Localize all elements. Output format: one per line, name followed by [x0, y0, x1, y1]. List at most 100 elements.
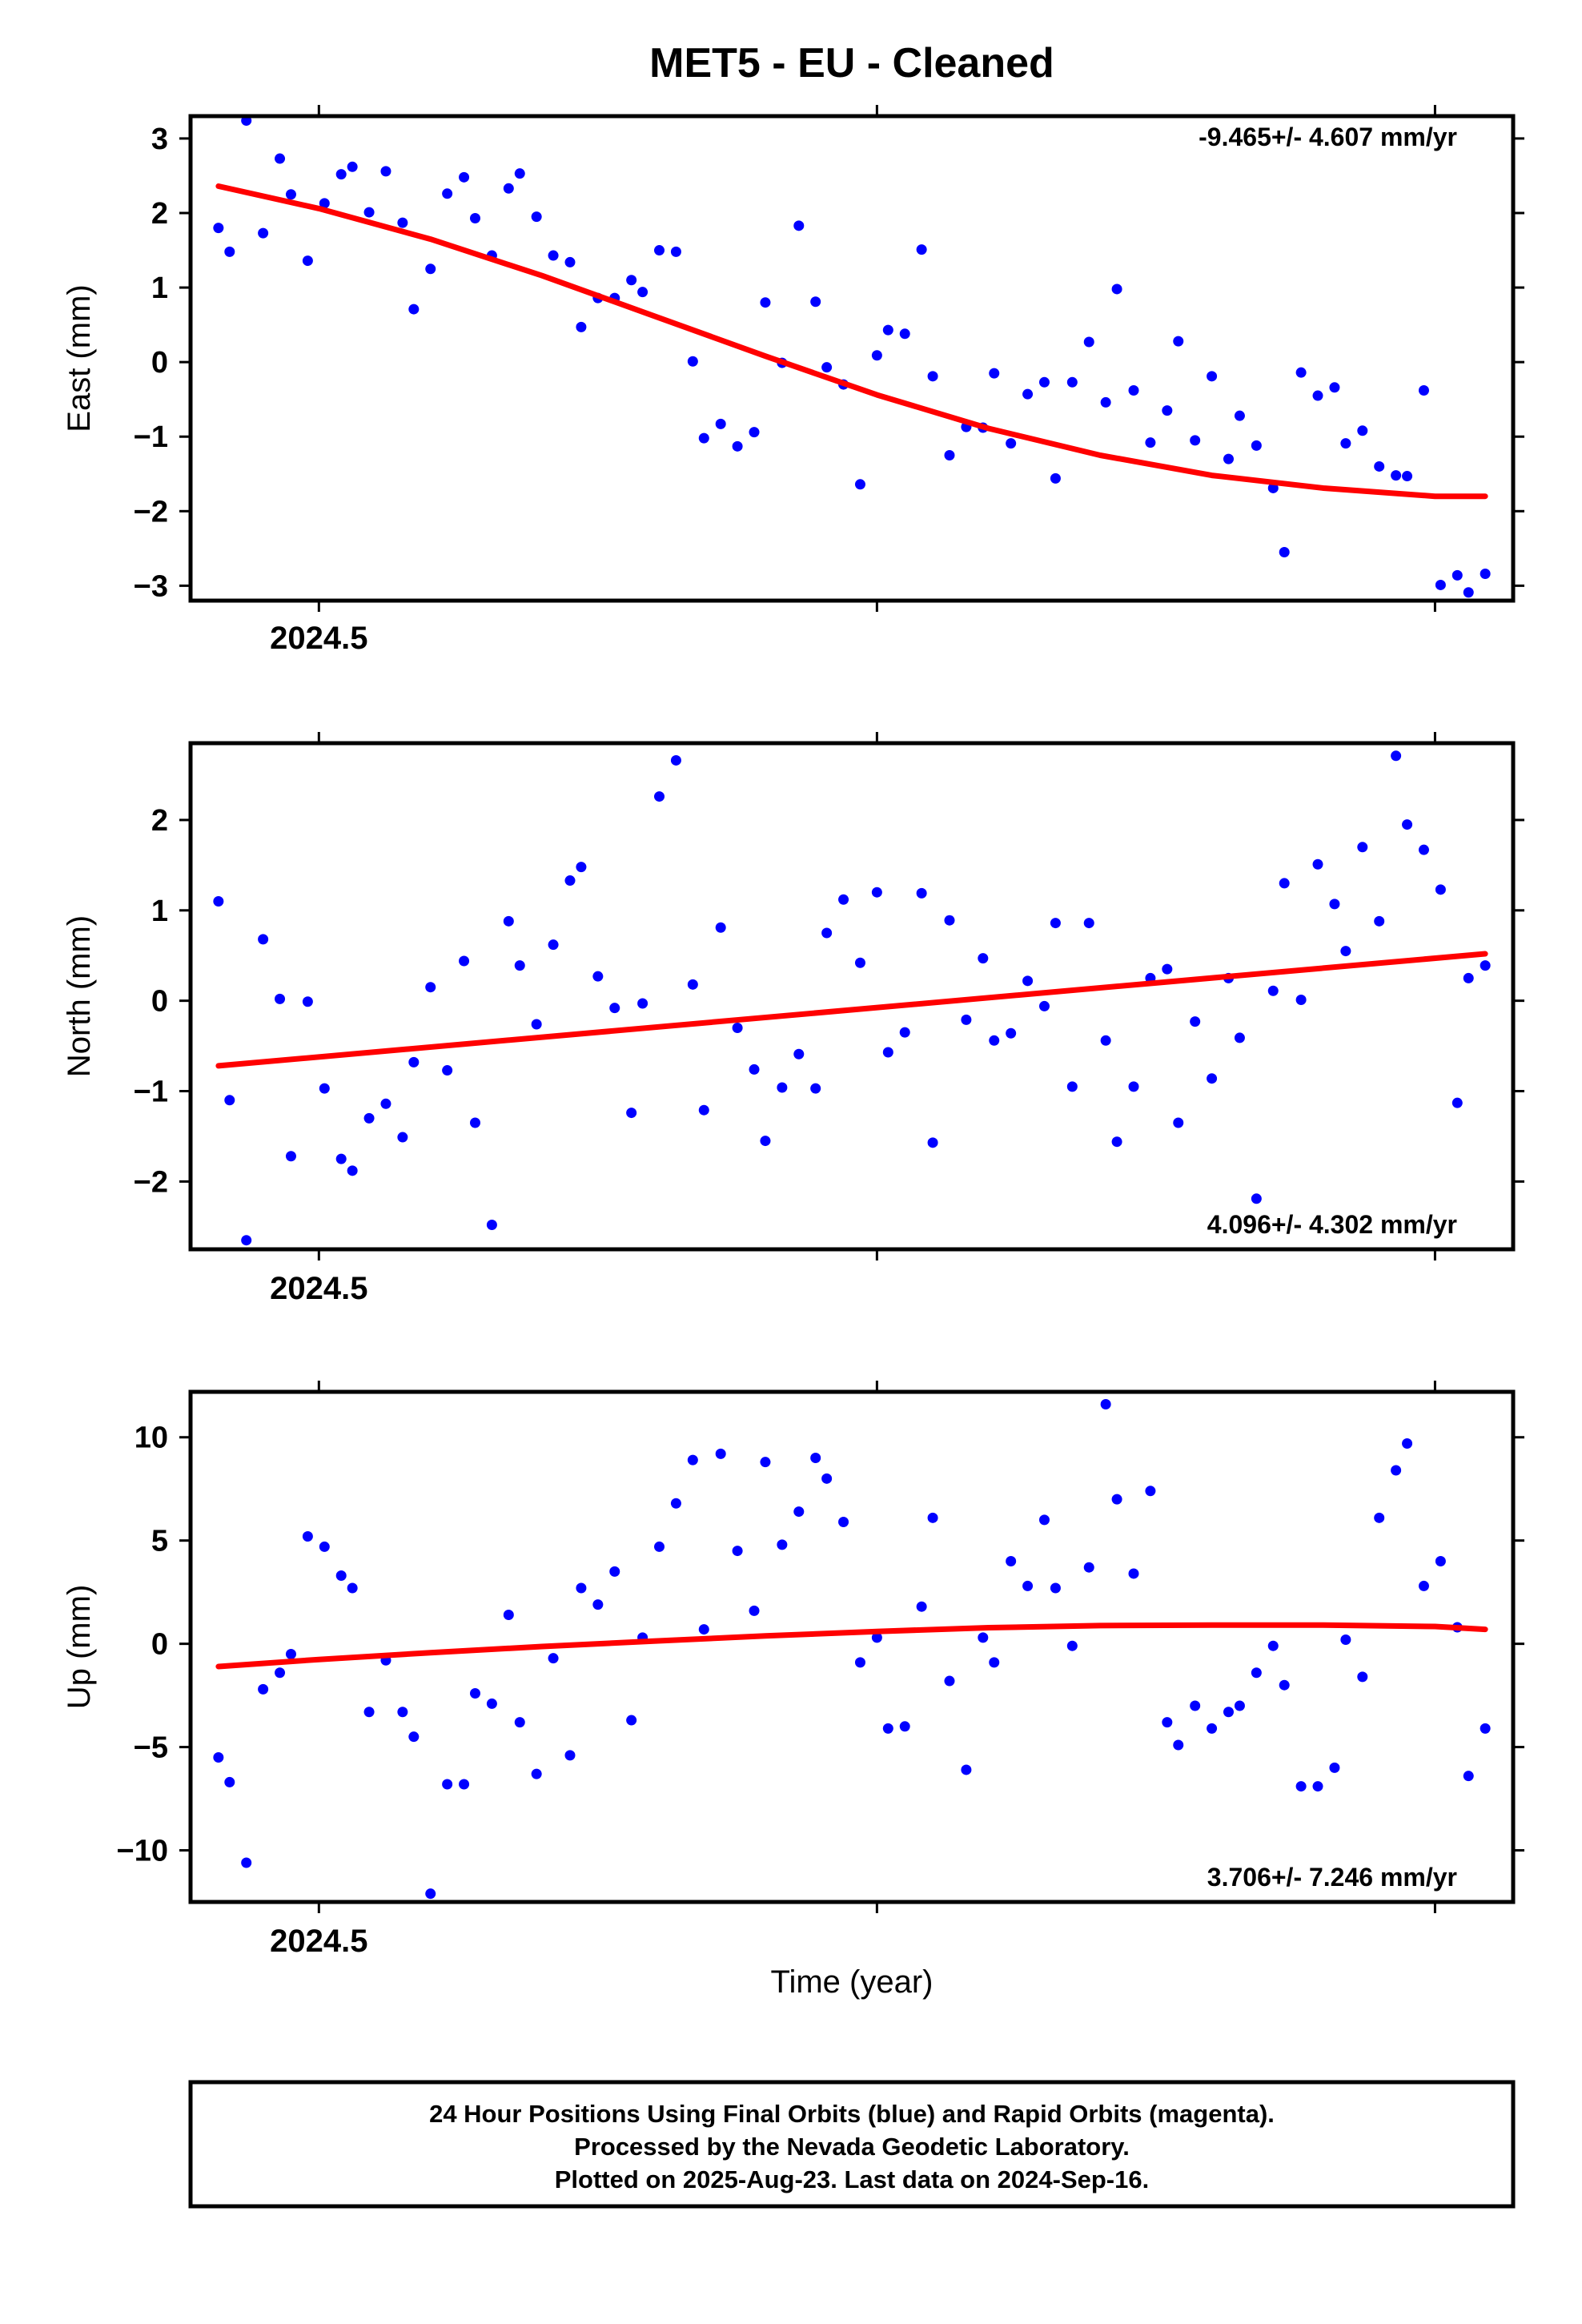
east-panel: −3 −2 −1 0 1 2 3 2024.5 East (mm) -9.465+/- 4.607…: [62, 105, 1524, 656]
east-data-point: [548, 250, 559, 261]
up-data-point: [1267, 1640, 1279, 1651]
up-data-point: [1251, 1667, 1262, 1679]
north-data-point: [531, 1019, 542, 1030]
up-data-point: [882, 1723, 893, 1734]
east-data-point: [1162, 405, 1173, 416]
up-data-point: [1357, 1671, 1368, 1683]
north-data-point: [1038, 1000, 1050, 1011]
north-data-point: [1340, 946, 1351, 957]
east-data-point: [1190, 435, 1201, 446]
east-data-point: [380, 166, 391, 177]
east-data-point: [363, 207, 375, 218]
north-ytick-label: 1: [151, 895, 168, 928]
up-rate-label: 3.706+/- 7.246 mm/yr: [1207, 1863, 1457, 1892]
north-data-point: [882, 1047, 893, 1058]
north-data-point: [899, 1027, 910, 1038]
up-data-point: [363, 1707, 375, 1718]
east-data-point: [302, 255, 313, 267]
north-data-point: [793, 1048, 805, 1059]
north-data-point: [425, 982, 436, 993]
north-data-point: [1022, 975, 1034, 987]
north-data-point: [1111, 1136, 1122, 1148]
east-data-point: [1022, 388, 1034, 400]
north-data-point: [637, 998, 648, 1009]
north-data-point: [319, 1083, 330, 1094]
up-data-point: [531, 1768, 542, 1779]
north-data-point: [1050, 918, 1061, 929]
up-data-point: [503, 1610, 514, 1621]
up-data-point: [213, 1751, 224, 1763]
north-data-point: [1267, 985, 1279, 996]
north-data-point: [335, 1153, 347, 1164]
up-data-point: [1435, 1555, 1446, 1566]
north-data-point: [1066, 1081, 1078, 1092]
east-data-point: [224, 246, 235, 257]
north-data-point: [258, 934, 269, 945]
up-data-point: [1038, 1514, 1050, 1526]
figure-title: MET5 - EU - Cleaned: [649, 40, 1054, 86]
north-data-point: [592, 971, 604, 982]
x-axis-label: Time (year): [771, 1964, 934, 2000]
east-data-point: [347, 161, 358, 172]
east-ytick-label: −1: [134, 420, 168, 454]
footer-line-2: Processed by the Nevada Geodetic Laborat…: [574, 2133, 1130, 2161]
east-ytick-label: 3: [151, 123, 168, 156]
east-data-point: [442, 188, 453, 199]
up-data-point: [916, 1601, 927, 1612]
north-data-point: [1279, 878, 1290, 889]
up-data-point: [275, 1667, 286, 1679]
up-data-point: [224, 1776, 235, 1787]
north-data-point: [1312, 858, 1323, 870]
up-xtick-label: 2024.5: [270, 1924, 367, 1959]
east-data-point: [1251, 440, 1262, 451]
east-data-point: [1128, 385, 1139, 396]
up-data-point: [1128, 1568, 1139, 1579]
east-data-point: [637, 287, 648, 298]
north-data-point: [442, 1065, 453, 1076]
north-data-point: [1128, 1081, 1139, 1092]
east-data-point: [1100, 396, 1111, 408]
north-data-point: [213, 896, 224, 907]
up-ytick-label: −5: [134, 1731, 168, 1765]
up-ytick-label: −10: [117, 1835, 168, 1868]
up-data-point: [777, 1539, 788, 1550]
east-ytick-label: 0: [151, 346, 168, 380]
north-data-point: [1251, 1193, 1262, 1204]
up-data-point: [285, 1649, 296, 1660]
east-data-point: [1340, 438, 1351, 449]
north-data-point: [626, 1108, 637, 1119]
north-data-point: [760, 1136, 771, 1147]
east-data-point: [425, 263, 436, 275]
east-axis-label: East (mm): [62, 284, 97, 432]
up-data-point: [978, 1632, 989, 1643]
east-trend-line: [215, 183, 1488, 500]
footer-line-3: Plotted on 2025-Aug-23. Last data on 202…: [555, 2165, 1149, 2193]
east-data-point: [213, 223, 224, 234]
east-data-point: [882, 324, 893, 336]
north-trend-line: [215, 951, 1488, 1069]
up-data-point: [1391, 1465, 1402, 1476]
north-data-point: [838, 894, 849, 905]
up-data-point: [1111, 1494, 1122, 1505]
north-xtick-label: 2024.5: [270, 1271, 367, 1306]
east-data-point: [1038, 376, 1050, 388]
east-data-point: [1418, 385, 1429, 396]
north-rate-label: 4.096+/- 4.302 mm/yr: [1207, 1210, 1457, 1239]
east-data-point: [1234, 410, 1245, 421]
north-data-point: [285, 1151, 296, 1162]
up-data-point: [854, 1657, 865, 1668]
north-data-point: [1006, 1027, 1017, 1039]
east-ytick-label: 2: [151, 197, 168, 231]
up-data-point: [442, 1779, 453, 1790]
east-data-point: [654, 245, 665, 256]
east-data-point: [854, 479, 865, 490]
east-data-point: [871, 350, 882, 361]
east-ytick-label: 1: [151, 271, 168, 305]
east-data-point: [469, 213, 480, 224]
east-ytick-label: −2: [134, 495, 168, 529]
east-data-point: [1357, 425, 1368, 436]
north-data-point: [486, 1220, 497, 1231]
up-data-point: [654, 1541, 665, 1552]
up-data-point: [347, 1582, 358, 1594]
